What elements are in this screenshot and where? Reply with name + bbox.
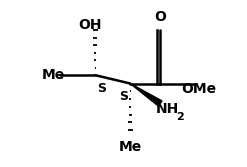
Text: O: O (154, 10, 166, 24)
Text: NH: NH (155, 102, 179, 116)
Text: S: S (119, 90, 128, 103)
Polygon shape (130, 84, 162, 106)
Text: 2: 2 (176, 112, 184, 122)
Text: Me: Me (42, 68, 65, 82)
Text: OMe: OMe (181, 81, 216, 96)
Text: Me: Me (119, 140, 142, 154)
Text: OH: OH (78, 18, 102, 32)
Text: S: S (97, 82, 106, 95)
